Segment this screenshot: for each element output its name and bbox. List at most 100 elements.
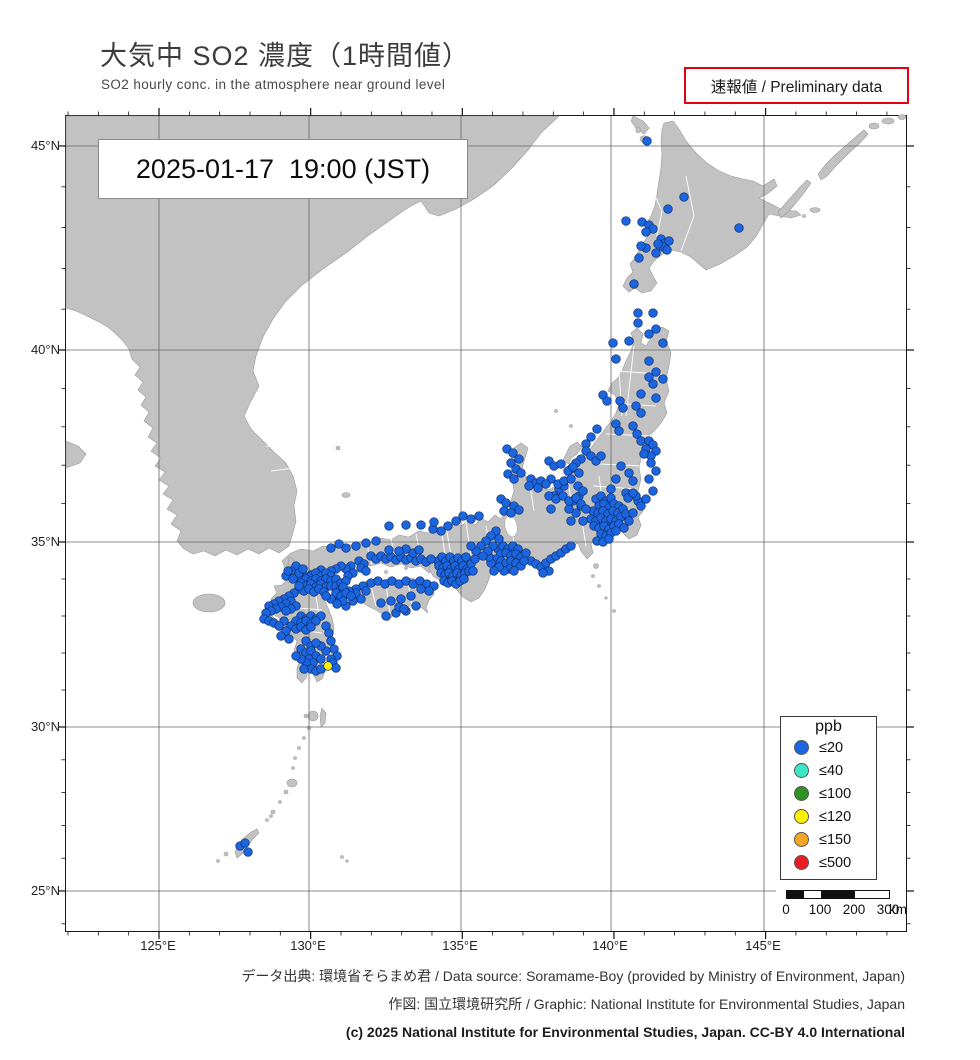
station-dot (651, 324, 661, 334)
page-subtitle: SO2 hourly conc. in the atmosphere near … (101, 77, 446, 92)
legend-row-le100: ≤100 (781, 782, 876, 805)
station-dot (641, 227, 651, 237)
station-dot (621, 216, 631, 226)
station-dot (571, 493, 581, 503)
station-dot (653, 239, 663, 249)
station-dot (284, 634, 294, 644)
station-dot (459, 574, 469, 584)
timestamp-box: 2025-01-17 19:00 (JST) (98, 139, 468, 199)
station-dot (644, 372, 654, 382)
station-dot (629, 279, 639, 289)
station-dot (611, 526, 621, 536)
station-dot (508, 448, 518, 458)
station-dot (283, 566, 293, 576)
legend: ppb ≤20 ≤40 ≤100 ≤120 ≤150 ≤500 (780, 716, 877, 880)
station-dot (604, 534, 614, 544)
station-dot (611, 354, 621, 364)
station-dot (619, 523, 629, 533)
station-dot (632, 429, 642, 439)
station-dot (566, 541, 576, 551)
station-dot (506, 508, 516, 518)
station-dot (514, 454, 524, 464)
station-dot (321, 591, 331, 601)
station-dot (401, 520, 411, 530)
station-dot (306, 622, 316, 632)
legend-row-le500: ≤500 (781, 851, 876, 874)
station-dot (611, 474, 621, 484)
station-dot (618, 403, 628, 413)
station-dot (323, 661, 333, 671)
legend-swatch-icon (794, 832, 809, 847)
preliminary-data-badge: 速報値 / Preliminary data (684, 67, 909, 104)
station-dot (298, 564, 308, 574)
map-frame (58, 108, 914, 939)
station-dot (634, 253, 644, 263)
station-dot (489, 566, 499, 576)
scale-bar-segments (786, 890, 890, 899)
station-dot (734, 223, 744, 233)
station-dot (406, 591, 416, 601)
landmass-hokkaido (622, 120, 802, 294)
legend-swatch-icon (794, 763, 809, 778)
station-dot (602, 396, 612, 406)
station-dot (361, 538, 371, 548)
lat-label-25n: 25°N (30, 883, 60, 898)
legend-label: ≤150 (819, 831, 852, 848)
lon-label-145e: 145°E (745, 938, 781, 953)
station-dot (470, 554, 480, 564)
station-dot (384, 521, 394, 531)
station-dot (658, 374, 668, 384)
landmass-jeju (192, 593, 226, 613)
station-dot (243, 847, 253, 857)
station-dot (443, 521, 453, 531)
station-dot (586, 432, 596, 442)
station-dot (371, 536, 381, 546)
legend-swatch-icon (794, 740, 809, 755)
station-dot (578, 486, 588, 496)
station-dot (384, 545, 394, 555)
station-dot (662, 245, 672, 255)
scale-label-100: 100 (808, 902, 832, 917)
station-dot (451, 516, 461, 526)
station-dot (274, 621, 284, 631)
landmass-kuril-2 (881, 117, 895, 125)
scale-label-300: 300 (876, 902, 900, 917)
station-dot (506, 458, 516, 468)
station-dot (574, 468, 584, 478)
landmass-oki (341, 492, 351, 498)
station-dot (516, 468, 526, 478)
station-dot (578, 516, 588, 526)
station-dot (501, 498, 511, 508)
lon-label-130e: 130°E (290, 938, 326, 953)
legend-items: ≤20 ≤40 ≤100 ≤120 ≤150 ≤500 (781, 736, 876, 874)
station-dot (546, 504, 556, 514)
station-dot (624, 516, 634, 526)
station-dot (679, 192, 689, 202)
landmass-kuril-3 (897, 114, 907, 120)
scale-bar: 0 100 200 300 km (776, 881, 907, 928)
station-dot (628, 508, 638, 518)
station-dot (664, 236, 674, 246)
station-dot (651, 393, 661, 403)
station-dot (356, 594, 366, 604)
station-dot (651, 248, 661, 258)
station-dot (631, 401, 641, 411)
footer-credits: データ出典: 環境省そらまめ君 / Data source: Soramame-… (241, 962, 905, 1046)
station-dot (636, 389, 646, 399)
station-dot (311, 616, 321, 626)
station-dot (411, 601, 421, 611)
footer-graphic-credit: 作図: 国立環境研究所 / Graphic: National Institut… (388, 996, 905, 1012)
footer-copyright: (c) 2025 National Institute for Environm… (345, 1024, 905, 1040)
station-dot (361, 586, 371, 596)
station-dot (341, 543, 351, 553)
station-dot (636, 241, 646, 251)
station-dot (240, 838, 250, 848)
station-dot (376, 598, 386, 608)
station-dot (311, 638, 321, 648)
station-dot (396, 594, 406, 604)
station-dot (361, 566, 371, 576)
station-dot (494, 534, 504, 544)
station-dot (294, 581, 304, 591)
station-dot (514, 505, 524, 515)
station-dot (566, 474, 576, 484)
